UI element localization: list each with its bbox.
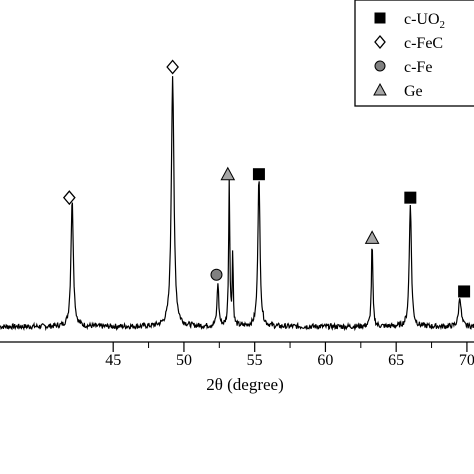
legend-label: c-UO2 [404,11,445,31]
x-tick-label: 55 [247,352,263,369]
legend: c-UO2 c-FeC c-Fe Ge [354,0,474,107]
x-tick-label: 60 [317,352,333,369]
legend-label: c-FeC [404,35,443,52]
circle-marker [210,268,223,281]
x-tick-label: 70 [459,352,474,369]
diffraction-curve [0,76,474,332]
x-tick-label: 45 [105,352,121,369]
triangle-marker [364,230,380,244]
diamond-marker [374,34,386,50]
x-tick-label: 65 [388,352,404,369]
legend-label: Ge [404,83,423,100]
triangle-marker [373,82,387,96]
square-marker [374,12,386,24]
square-marker [458,285,471,298]
plot-area: 45 50 55 60 65 70 [0,59,474,369]
x-axis-label: 2θ (degree) [206,375,284,394]
triangle-marker [220,166,236,181]
x-tick-label: 50 [176,352,192,369]
diamond-marker [62,190,76,206]
peak-markers [62,59,471,298]
diamond-marker [166,59,179,75]
square-marker [404,191,417,204]
circle-marker [374,60,386,72]
legend-label: c-Fe [404,59,432,76]
x-axis-ticks: 45 50 55 60 65 70 [105,342,474,369]
square-marker [252,168,265,181]
